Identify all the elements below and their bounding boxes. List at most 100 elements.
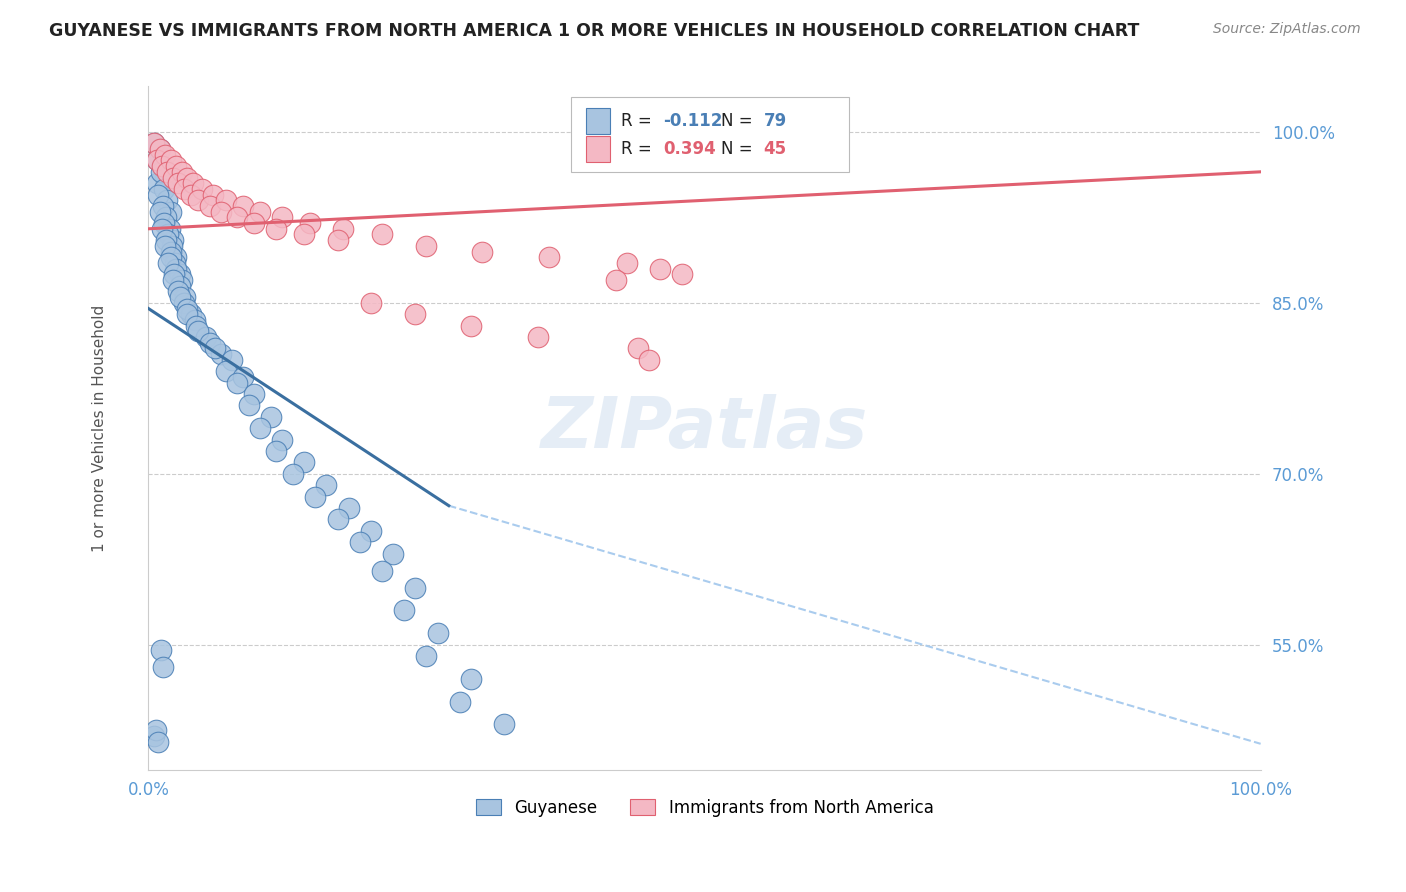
Point — [146, 176, 169, 190]
Point — [271, 211, 294, 225]
Point — [671, 268, 693, 282]
Point — [281, 467, 304, 481]
Point — [162, 170, 184, 185]
Point — [148, 187, 170, 202]
Point — [315, 478, 337, 492]
Point — [162, 233, 184, 247]
Point — [187, 324, 209, 338]
Point — [298, 216, 321, 230]
Point — [460, 318, 482, 333]
Point — [426, 626, 449, 640]
Point — [143, 729, 166, 743]
Point — [155, 211, 177, 225]
Point — [143, 136, 166, 151]
Point — [249, 421, 271, 435]
Text: N =: N = — [721, 112, 758, 129]
Point — [349, 535, 371, 549]
Point — [153, 216, 176, 230]
Point — [382, 547, 405, 561]
Point — [460, 672, 482, 686]
Point — [209, 347, 232, 361]
Point — [156, 165, 179, 179]
Point — [260, 409, 283, 424]
Point — [271, 433, 294, 447]
Point — [605, 273, 627, 287]
Point — [163, 268, 186, 282]
Point — [180, 307, 202, 321]
Point — [174, 290, 197, 304]
Point — [415, 239, 437, 253]
Point — [176, 307, 198, 321]
Point — [180, 187, 202, 202]
Text: R =: R = — [621, 140, 657, 158]
Point — [494, 717, 516, 731]
Point — [232, 199, 254, 213]
Point — [198, 199, 221, 213]
Text: 45: 45 — [763, 140, 786, 158]
Point — [243, 387, 266, 401]
Point — [150, 159, 173, 173]
Text: Source: ZipAtlas.com: Source: ZipAtlas.com — [1213, 22, 1361, 37]
Point — [471, 244, 494, 259]
Point — [201, 187, 224, 202]
Point — [156, 194, 179, 208]
Point — [162, 273, 184, 287]
Point — [449, 695, 471, 709]
Point — [415, 648, 437, 663]
Point — [360, 524, 382, 538]
Point — [152, 199, 174, 213]
Point — [186, 318, 208, 333]
Point — [226, 376, 249, 390]
Point — [165, 261, 187, 276]
Point — [145, 723, 167, 738]
Point — [150, 159, 173, 173]
Point — [648, 261, 671, 276]
Point — [143, 136, 166, 151]
Text: GUYANESE VS IMMIGRANTS FROM NORTH AMERICA 1 OR MORE VEHICLES IN HOUSEHOLD CORREL: GUYANESE VS IMMIGRANTS FROM NORTH AMERIC… — [49, 22, 1140, 40]
Point — [215, 364, 238, 378]
Point — [616, 256, 638, 270]
Point — [153, 170, 176, 185]
Point — [337, 500, 360, 515]
Point — [148, 142, 170, 156]
Point — [394, 603, 416, 617]
Point — [159, 153, 181, 168]
Point — [371, 227, 394, 242]
Point — [149, 165, 172, 179]
Point — [249, 204, 271, 219]
Point — [165, 256, 187, 270]
Point — [243, 216, 266, 230]
Text: 0.394: 0.394 — [664, 140, 716, 158]
Point — [157, 256, 180, 270]
Point — [360, 296, 382, 310]
Point — [266, 221, 288, 235]
Point — [187, 194, 209, 208]
Point — [153, 182, 176, 196]
Point — [209, 204, 232, 219]
Point — [167, 285, 190, 299]
Point — [371, 564, 394, 578]
Point — [169, 268, 191, 282]
Point — [198, 335, 221, 350]
Point — [169, 290, 191, 304]
Text: -0.112: -0.112 — [664, 112, 723, 129]
Point — [165, 250, 187, 264]
Point — [404, 581, 426, 595]
Point — [150, 221, 173, 235]
Point — [160, 239, 183, 253]
Text: R =: R = — [621, 112, 657, 129]
Point — [148, 142, 170, 156]
Point — [148, 204, 170, 219]
Point — [169, 278, 191, 293]
Point — [215, 194, 238, 208]
Point — [292, 455, 315, 469]
Point — [165, 159, 187, 173]
Point — [221, 352, 243, 367]
Point — [146, 153, 169, 168]
Point — [157, 227, 180, 242]
Point — [159, 221, 181, 235]
Text: N =: N = — [721, 140, 758, 158]
Point — [404, 307, 426, 321]
Point — [173, 296, 195, 310]
Point — [173, 182, 195, 196]
